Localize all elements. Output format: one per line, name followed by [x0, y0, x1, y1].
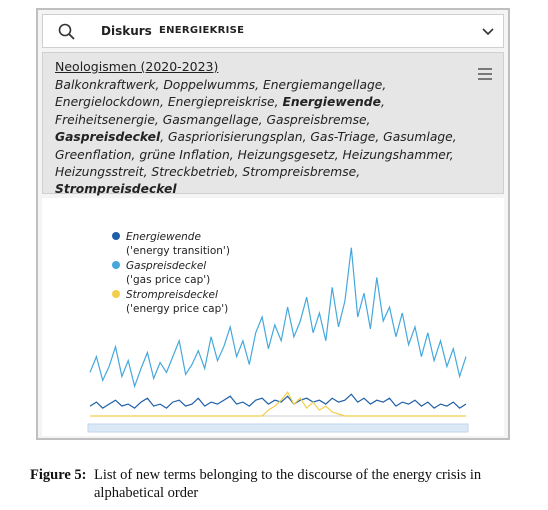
search-query: ENERGIEKRISE — [159, 25, 245, 36]
term: grüne Inflation — [139, 148, 237, 162]
term: Gaspriorisierungsplan — [168, 130, 310, 144]
term: Doppelwumms — [163, 78, 263, 92]
term: Strompreisdeckel — [55, 182, 177, 197]
dropdown-chevron[interactable] — [481, 27, 495, 37]
screenshot-frame: Diskurs ENERGIEKRISE Neologismen (2020-2… — [36, 8, 510, 440]
term: Gasmangellage — [163, 113, 267, 127]
panel-title: Neologismen (2020-2023) — [55, 59, 219, 74]
term: Balkonkraftwerk — [55, 78, 163, 92]
term: Greenflation — [55, 148, 139, 162]
figure-caption: List of new terms belonging to the disco… — [94, 467, 482, 501]
term: Energiemangellage — [263, 78, 386, 92]
legend-translation: ('energy transition') — [126, 245, 230, 257]
figure-label: Figure 5: — [30, 467, 87, 483]
term: Heizungshammer — [343, 148, 454, 162]
search-label: Diskurs — [101, 24, 152, 38]
legend-translation: ('gas price cap') — [126, 274, 210, 286]
search-icon[interactable] — [57, 22, 77, 42]
series-line — [90, 391, 466, 417]
term: Streckbetrieb — [151, 165, 242, 179]
term: Heizungsstreit — [55, 165, 151, 179]
search-bar[interactable]: Diskurs ENERGIEKRISE — [42, 14, 504, 48]
term-list: BalkonkraftwerkDoppelwummsEnergiemangell… — [55, 77, 475, 199]
term: Gasumlage — [383, 130, 457, 144]
term: Strompreisbremse — [242, 165, 360, 179]
legend-label: Energiewende — [126, 231, 201, 243]
term: Heizungsgesetz — [238, 148, 343, 162]
term: Energiewende — [282, 95, 384, 109]
series-line — [89, 393, 467, 409]
neologism-panel: Neologismen (2020-2023) BalkonkraftwerkD… — [42, 52, 504, 196]
legend-marker — [112, 261, 120, 269]
legend-label: Gaspreisdeckel — [126, 260, 206, 272]
term: Energiepreiskrise — [168, 95, 283, 109]
chart: Energiewende ('energy transition') Gasprei… — [42, 198, 504, 436]
legend-label: Strompreisdeckel — [126, 289, 218, 301]
chart-background — [42, 198, 504, 436]
term: Gas-Triage — [310, 130, 383, 144]
legend-marker — [112, 290, 120, 298]
legend-marker — [112, 232, 120, 240]
menu-icon[interactable] — [477, 67, 493, 81]
series-line — [89, 247, 467, 389]
term: Gaspreisdeckel — [55, 130, 168, 144]
range-slider[interactable] — [87, 423, 469, 433]
legend-translation: ('energy price cap') — [126, 303, 228, 315]
term: Energielockdown — [55, 95, 168, 109]
term: Freiheitsenergie — [55, 113, 163, 127]
term: Gaspreisbremse — [266, 113, 370, 127]
